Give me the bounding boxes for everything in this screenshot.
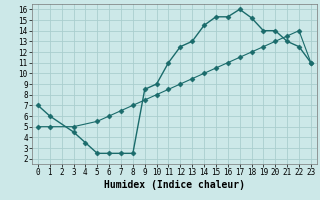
X-axis label: Humidex (Indice chaleur): Humidex (Indice chaleur) — [104, 180, 245, 190]
